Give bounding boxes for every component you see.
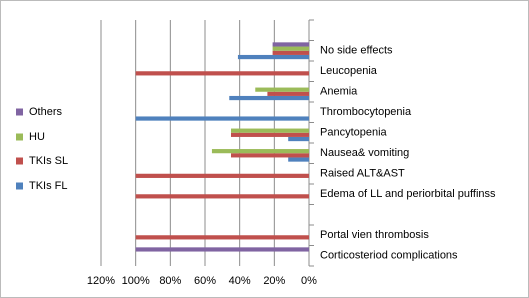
- bar: [135, 173, 309, 178]
- bar: [272, 50, 309, 55]
- y-tick-label: Pancytopenia: [320, 127, 388, 139]
- x-tick-label: 60%: [194, 275, 216, 287]
- bar: [288, 157, 309, 162]
- x-tick-label: 40%: [229, 275, 251, 287]
- legend-label: HU: [29, 131, 45, 143]
- bar: [267, 91, 309, 96]
- bar: [135, 247, 309, 252]
- x-tick-label: 100%: [122, 275, 150, 287]
- bar: [237, 54, 309, 60]
- x-tick-label: 80%: [159, 275, 181, 287]
- x-tick-label: 0%: [301, 275, 317, 287]
- legend-label: Others: [29, 106, 63, 118]
- y-tick-label: Nausea& vomiting: [320, 147, 409, 159]
- bar: [231, 128, 309, 133]
- y-tick-label: No side effects: [320, 45, 393, 57]
- y-tick-label: Portal vien thrombosis: [320, 229, 429, 241]
- y-tick-label: Raised ALT&AST: [320, 168, 405, 180]
- y-tick-label: Edema of LL and periorbital puffinss: [320, 188, 496, 200]
- bar: [135, 116, 309, 121]
- legend-swatch: [16, 133, 23, 141]
- bar: [255, 87, 309, 92]
- bar: [229, 95, 309, 101]
- bar: [135, 235, 309, 240]
- bar: [231, 153, 309, 158]
- bar: [272, 46, 309, 51]
- legend-label: TKIs SL: [29, 155, 68, 167]
- y-tick-label: Thrombocytopenia: [320, 106, 412, 118]
- y-tick-label: Corticosteriod complications: [320, 250, 458, 262]
- bar: [231, 132, 309, 137]
- bar: [135, 194, 309, 199]
- y-tick-label: Leucopenia: [320, 65, 378, 77]
- bar: [135, 71, 309, 76]
- legend-swatch: [16, 157, 23, 165]
- legend-swatch: [16, 108, 23, 116]
- bar: [211, 149, 309, 154]
- legend-swatch: [16, 182, 23, 190]
- x-tick-label: 20%: [263, 275, 285, 287]
- bar: [288, 136, 309, 142]
- x-tick-label: 120%: [87, 275, 115, 287]
- legend-label: TKIs FL: [29, 180, 68, 192]
- bar: [272, 42, 309, 47]
- y-tick-label: Anemia: [320, 86, 358, 98]
